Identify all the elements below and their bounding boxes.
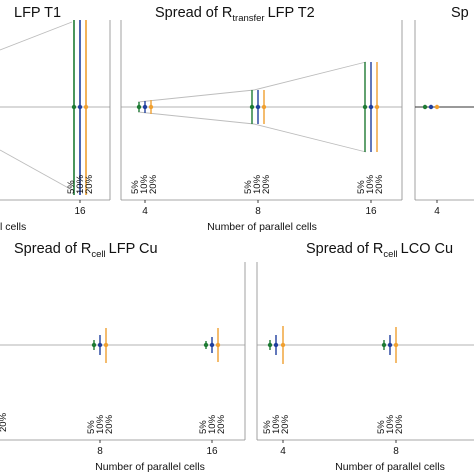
panel-5-tick-label-4: 4 [280, 446, 286, 457]
panel-4-annot-x8-10pct: 10% [95, 414, 106, 434]
panel-2-annot-x16-20pct: 20% [374, 174, 385, 194]
panel-2: 5% 10% 20% 5% 10% 20% 5% 10% 20% 4 8 16 … [120, 20, 403, 233]
panel-5-point-x4-20pct [280, 342, 286, 348]
panel-4-point-x8-10pct [97, 342, 103, 348]
panel-1-envelope-lower [0, 149, 73, 191]
panel-4-annot-cropped: 20% [0, 412, 9, 432]
panel-2-point-x16-5pct [362, 104, 368, 110]
panel-3-point-5pct [422, 104, 428, 110]
panel-5-annot-x8-20pct: 20% [394, 414, 405, 434]
panel-2-annot-x4-5pct: 5% [130, 180, 141, 194]
panel-5-point-x4-5pct [267, 342, 273, 348]
panel-3-tick-label-4: 4 [434, 206, 440, 217]
panel-1-point-10pct [77, 104, 83, 110]
panel-2-annot-x16-5pct: 5% [356, 180, 367, 194]
panel-2-point-x16-20pct [374, 104, 380, 110]
panel-1-envelope-upper [0, 21, 73, 51]
panel-2-point-x4-10pct [142, 104, 148, 110]
panel-2-tick-label-8: 8 [255, 206, 261, 217]
panel-5-annot-x8-5pct: 5% [376, 420, 387, 434]
panel-2-point-x8-20pct [261, 104, 267, 110]
panel-2-annot-x8-5pct: 5% [243, 180, 254, 194]
title-panel-1: LFP T1 [14, 5, 61, 21]
panel-1-annot-5pct: 5% [66, 180, 77, 194]
panel-1-tick-label-16: 16 [74, 206, 86, 217]
panel-2-point-x16-10pct [368, 104, 374, 110]
panel-4-point-x16-10pct [209, 342, 215, 348]
panel-3: 4 [414, 20, 474, 217]
panel-2-annot-x8-10pct: 10% [252, 174, 263, 194]
title-panel-5: Spread of Rcell LCO Cu [306, 241, 453, 260]
panel-5-annot-x4-20pct: 20% [280, 414, 291, 434]
panel-5: 5% 10% 20% 5% 10% 20% 4 8 Number of para… [256, 262, 474, 473]
panel-2-envelope-lower [137, 111, 367, 153]
title-panel-3: Sp [451, 5, 469, 21]
panel-5-tick-label-8: 8 [393, 446, 399, 457]
panel-5-annot-x8-10pct: 10% [385, 414, 396, 434]
panel-5-xlabel: Number of parallel cells [335, 461, 445, 473]
panel-2-tick-label-4: 4 [142, 206, 148, 217]
panel-4-annot-x8-20pct: 20% [104, 414, 115, 434]
panel-2-tick-label-16: 16 [365, 206, 377, 217]
panel-1-annot-10pct: 10% [75, 174, 86, 194]
panel-1-point-20pct [83, 104, 89, 110]
panel-5-point-x4-10pct [273, 342, 279, 348]
panel-2-point-x4-5pct [136, 104, 142, 110]
panel-4-annot-x8-5pct: 5% [86, 420, 97, 434]
panel-4-annot-x16-5pct: 5% [198, 420, 209, 434]
panel-4: 20% 5% 10% 20% 5% 10% 20% 8 16 Number of… [0, 262, 246, 473]
panel-2-point-x8-5pct [249, 104, 255, 110]
panel-4-tick-label-8: 8 [97, 446, 103, 457]
panel-4-point-x8-5pct [91, 342, 97, 348]
panel-5-point-x8-5pct [381, 342, 387, 348]
panel-3-point-10pct [428, 104, 434, 110]
panel-2-annot-x16-10pct: 10% [365, 174, 376, 194]
panel-1-point-5pct [71, 104, 77, 110]
panel-3-point-20pct [434, 104, 440, 110]
panel-4-annot-x16-10pct: 10% [207, 414, 218, 434]
panel-4-xlabel: Number of parallel cells [95, 461, 205, 473]
panel-2-annot-x8-20pct: 20% [261, 174, 272, 194]
panel-4-point-x8-20pct [103, 342, 109, 348]
panel-1: 5% 10% 20% 16 l cells [0, 20, 111, 233]
panel-2-point-x4-20pct [148, 104, 154, 110]
panel-4-point-x16-5pct [203, 342, 209, 348]
panel-5-annot-x4-10pct: 10% [271, 414, 282, 434]
panel-5-point-x8-10pct [387, 342, 393, 348]
panel-5-annot-x4-5pct: 5% [262, 420, 273, 434]
panel-2-envelope-upper [137, 61, 367, 103]
panel-4-point-x16-20pct [215, 342, 221, 348]
panel-4-tick-label-16: 16 [206, 446, 218, 457]
title-panel-4: Spread of Rcell LFP Cu [14, 241, 158, 260]
panel-5-point-x8-20pct [393, 342, 399, 348]
title-panel-2: Spread of Rtransfer LFP T2 [155, 5, 315, 24]
panel-2-annot-x4-10pct: 10% [139, 174, 150, 194]
panel-2-xlabel: Number of parallel cells [207, 221, 317, 233]
panel-2-annot-x4-20pct: 20% [148, 174, 159, 194]
panel-1-xlabel: l cells [0, 221, 26, 233]
panel-4-annot-x16-20pct: 20% [216, 414, 227, 434]
panel-2-point-x8-10pct [255, 104, 261, 110]
panel-1-annot-20pct: 20% [84, 174, 95, 194]
